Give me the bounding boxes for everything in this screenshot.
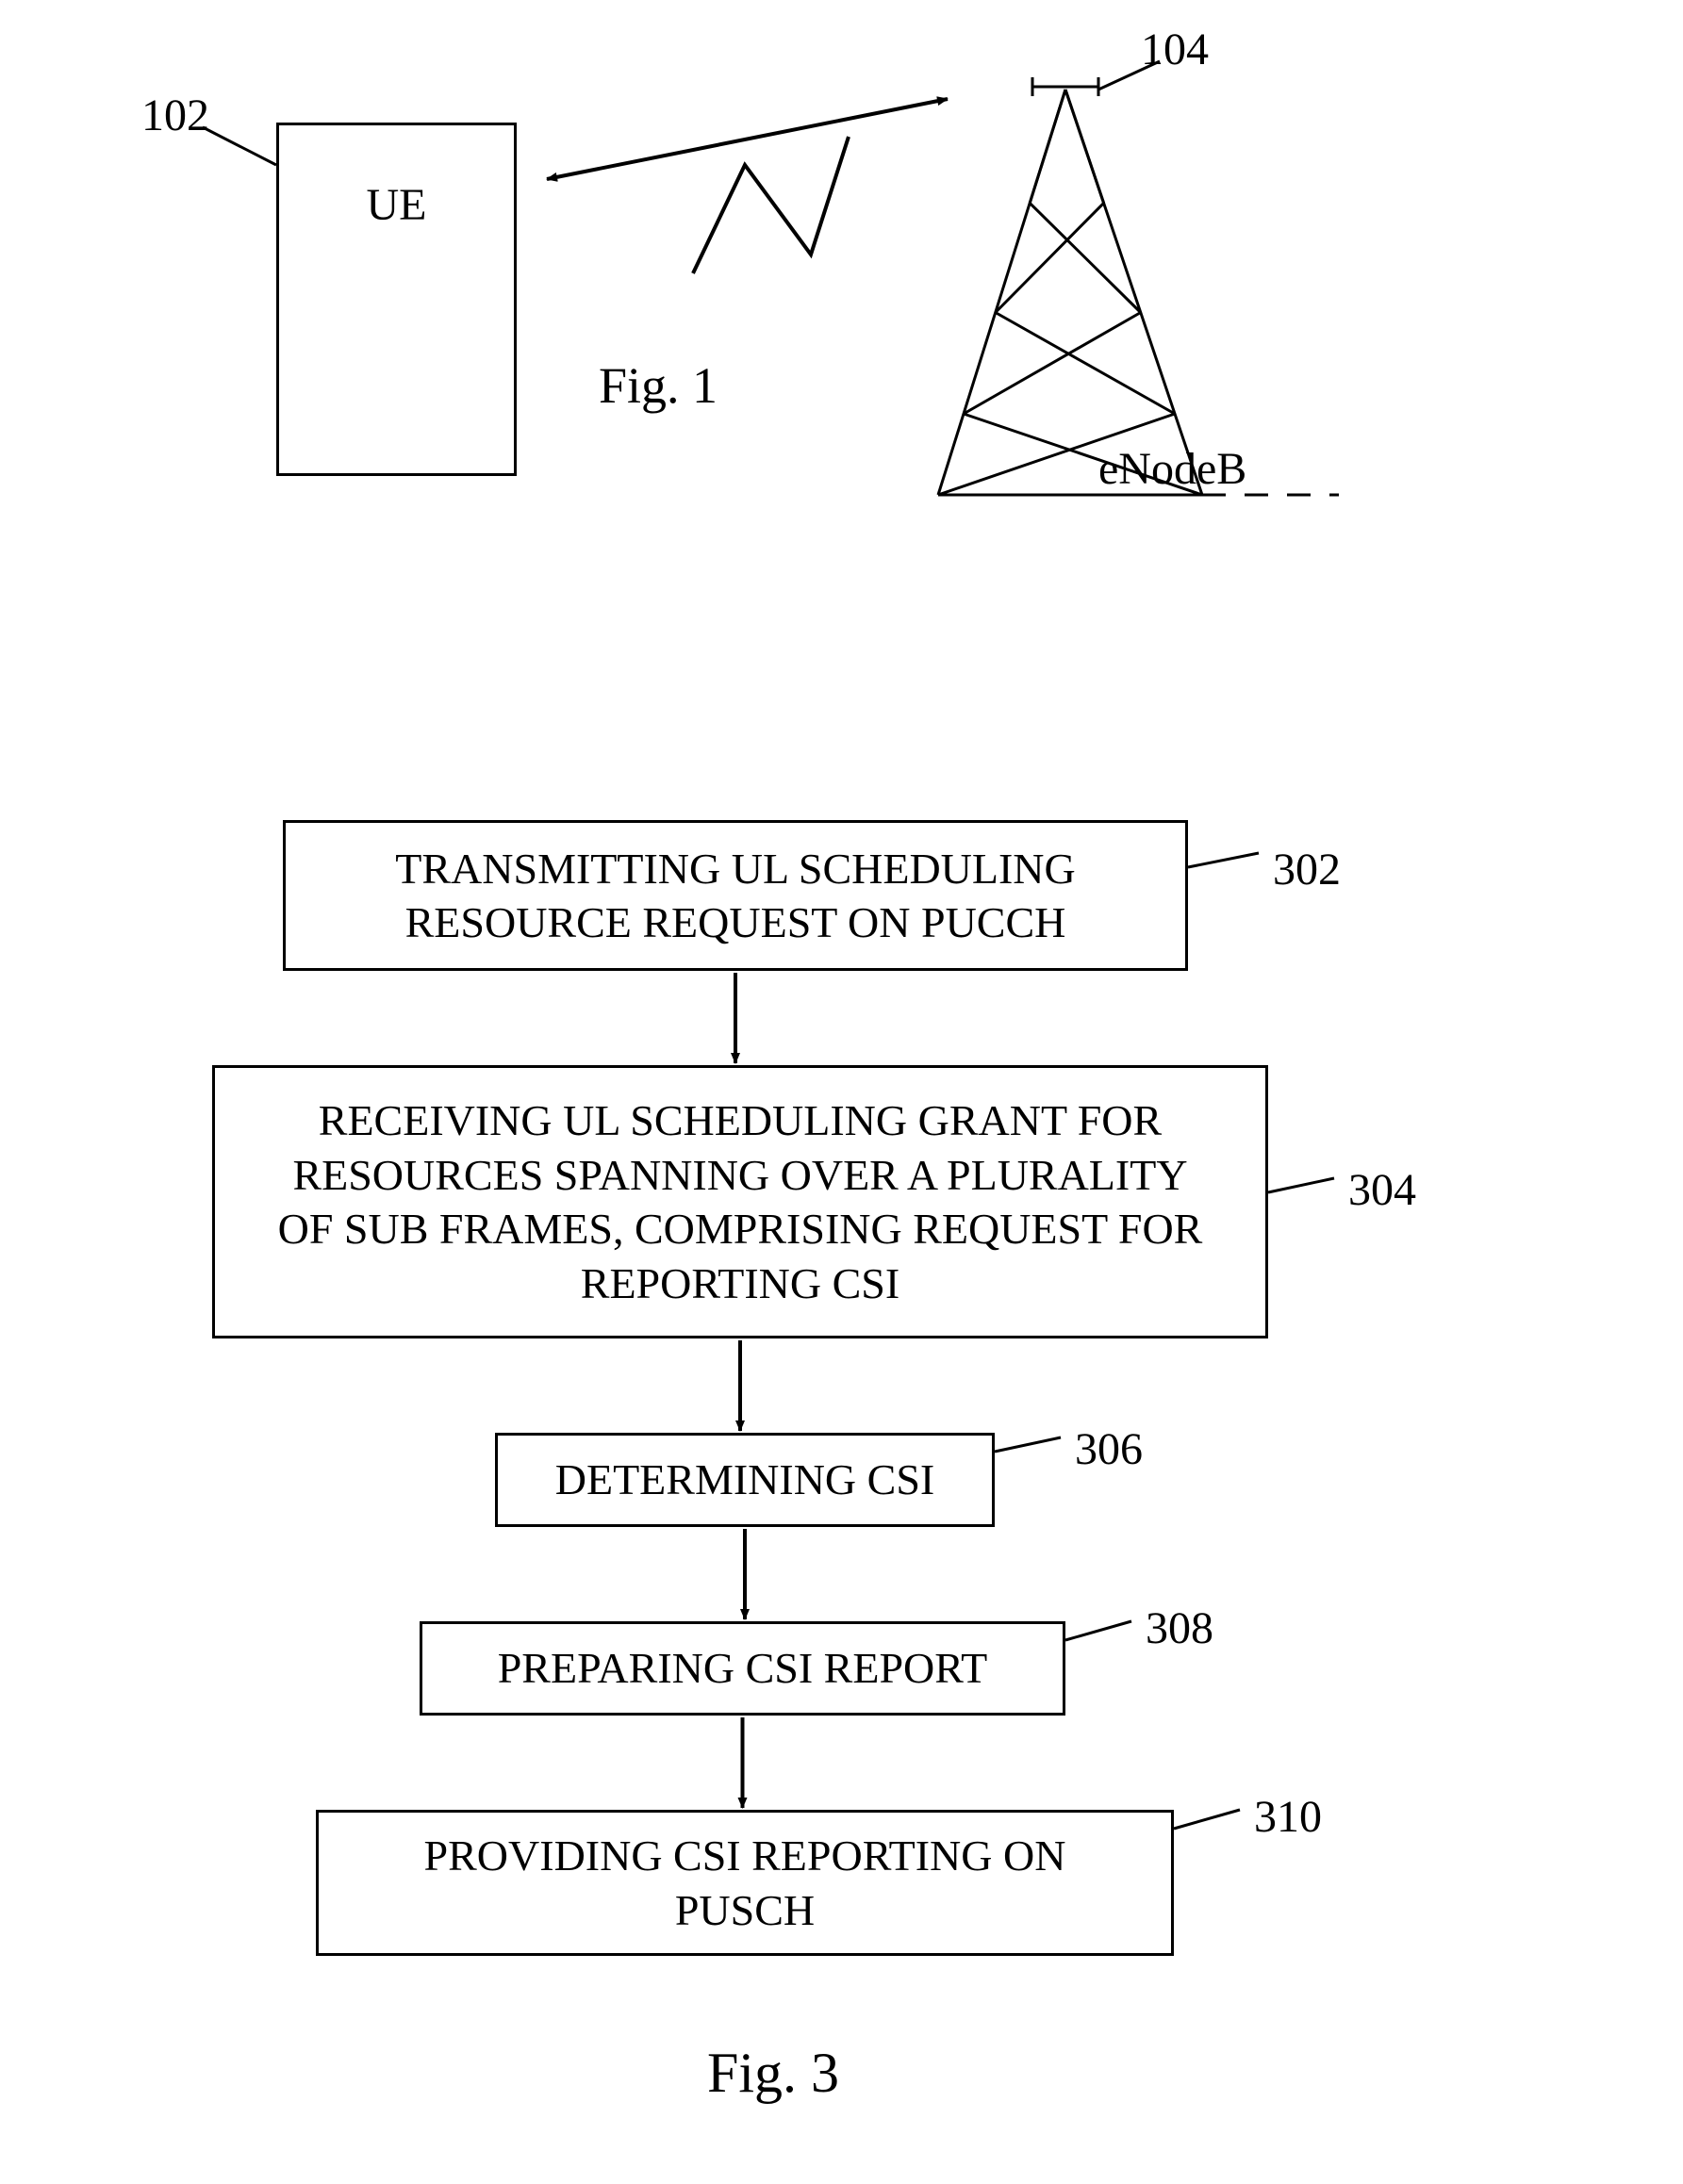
tower-label: eNodeB	[1098, 443, 1246, 495]
flow-step-ref: 310	[1254, 1791, 1322, 1843]
fig3-caption: Fig. 3	[707, 2041, 839, 2106]
fig1-caption: Fig. 1	[599, 356, 718, 415]
flow-step-text: PREPARING CSI REPORT	[498, 1641, 988, 1696]
flow-step-ref: 302	[1273, 844, 1341, 895]
ue-box: UE	[276, 123, 517, 476]
flow-step-text: PROVIDING CSI REPORTING ON PUSCH	[424, 1829, 1066, 1937]
flow-step-box: PREPARING CSI REPORT	[420, 1621, 1065, 1716]
flow-step-text: DETERMINING CSI	[555, 1453, 934, 1507]
flow-step-box: PROVIDING CSI REPORTING ON PUSCH	[316, 1810, 1174, 1956]
ue-label: UE	[367, 177, 427, 234]
flow-step-box: RECEIVING UL SCHEDULING GRANT FOR RESOUR…	[212, 1065, 1268, 1338]
flow-step-text: TRANSMITTING UL SCHEDULING RESOURCE REQU…	[395, 842, 1075, 950]
flow-step-text: RECEIVING UL SCHEDULING GRANT FOR RESOUR…	[278, 1093, 1203, 1310]
flow-step-box: DETERMINING CSI	[495, 1433, 995, 1527]
flow-step-ref: 306	[1075, 1423, 1143, 1475]
ue-ref-label: 102	[141, 90, 209, 141]
flow-step-ref: 304	[1348, 1164, 1416, 1216]
flow-step-box: TRANSMITTING UL SCHEDULING RESOURCE REQU…	[283, 820, 1188, 971]
tower-ref-label: 104	[1141, 24, 1209, 75]
flow-step-ref: 308	[1146, 1602, 1213, 1654]
